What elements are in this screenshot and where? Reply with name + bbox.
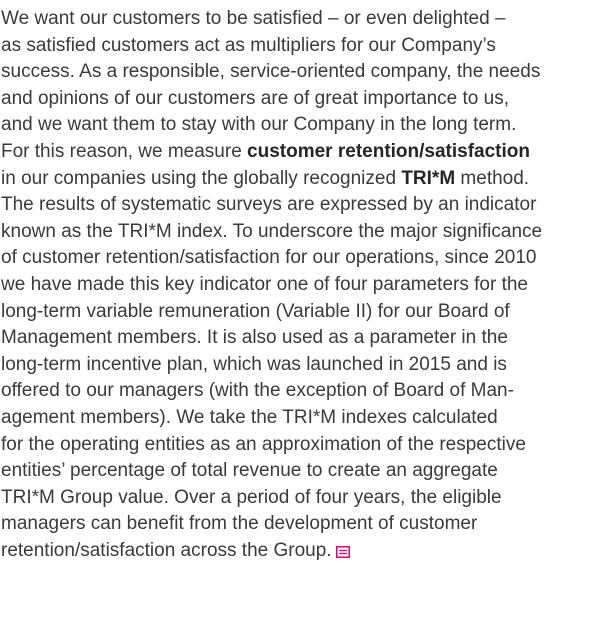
text: we have made this key indicator one of f…	[1, 273, 528, 295]
text-line: of customer retention/satisfaction for o…	[0, 245, 614, 272]
text-line: entities’ percentage of total revenue to…	[0, 458, 614, 485]
text: success. As a responsible, service-orien…	[1, 61, 541, 83]
text: We want our customers to be satisfied – …	[1, 8, 506, 29]
text-line: long-term variable remuneration (Variabl…	[0, 299, 614, 326]
text: long-term variable remuneration (Variabl…	[1, 300, 510, 322]
text: managers can benefit from the developmen…	[1, 513, 478, 535]
text: For this reason, we measure	[1, 140, 248, 162]
text-line: managers can benefit from the developmen…	[0, 511, 614, 538]
text: and we want them to stay with our Compan…	[1, 114, 517, 136]
text-line: and opinions of our customers are of gre…	[0, 86, 614, 113]
text-line: we have made this key indicator one of f…	[0, 272, 614, 299]
text: for the operating entities as an approxi…	[1, 433, 526, 455]
text: Management members. It is also used as a…	[1, 327, 508, 349]
text-line: long-term incentive plan, which was laun…	[0, 352, 614, 379]
text: of customer retention/satisfaction for o…	[1, 247, 537, 269]
text: agement members). We take the TRI*M inde…	[1, 406, 498, 428]
text: as satisfied customers act as multiplier…	[1, 34, 496, 56]
emphasis: customer retention/satisfaction	[247, 140, 530, 162]
text-line: and we want them to stay with our Compan…	[0, 112, 614, 139]
text-line: offered to our managers (with the except…	[0, 378, 614, 405]
text: offered to our managers (with the except…	[1, 380, 514, 402]
text: long-term incentive plan, which was laun…	[1, 353, 507, 375]
text: in our companies using the globally reco…	[1, 167, 402, 189]
emphasis: TRI*M	[401, 167, 456, 189]
text-line: in our companies using the globally reco…	[0, 166, 614, 193]
text: TRI*M Group value. Over a period of four…	[1, 486, 502, 508]
text: retention/satisfaction across the Group.	[1, 539, 332, 561]
text-line: Management members. It is also used as a…	[0, 325, 614, 352]
text: entities’ percentage of total revenue to…	[1, 460, 498, 482]
text-line: retention/satisfaction across the Group.	[0, 538, 614, 565]
text-line: as satisfied customers act as multiplier…	[0, 33, 614, 60]
text-line: We want our customers to be satisfied – …	[0, 6, 614, 33]
text: method.	[455, 167, 530, 189]
text-line: known as the TRI*M index. To underscore …	[0, 219, 614, 246]
reference-icon[interactable]	[335, 545, 350, 558]
text-line: success. As a responsible, service-orien…	[0, 59, 614, 86]
text-line: The results of systematic surveys are ex…	[0, 192, 614, 219]
text: and opinions of our customers are of gre…	[1, 87, 509, 109]
text-line: for the operating entities as an approxi…	[0, 432, 614, 459]
text: known as the TRI*M index. To underscore …	[1, 220, 543, 242]
text-line: agement members). We take the TRI*M inde…	[0, 405, 614, 432]
text-line: For this reason, we measure customer ret…	[0, 139, 614, 166]
text: The results of systematic surveys are ex…	[1, 194, 537, 216]
text-line: TRI*M Group value. Over a period of four…	[0, 485, 614, 512]
